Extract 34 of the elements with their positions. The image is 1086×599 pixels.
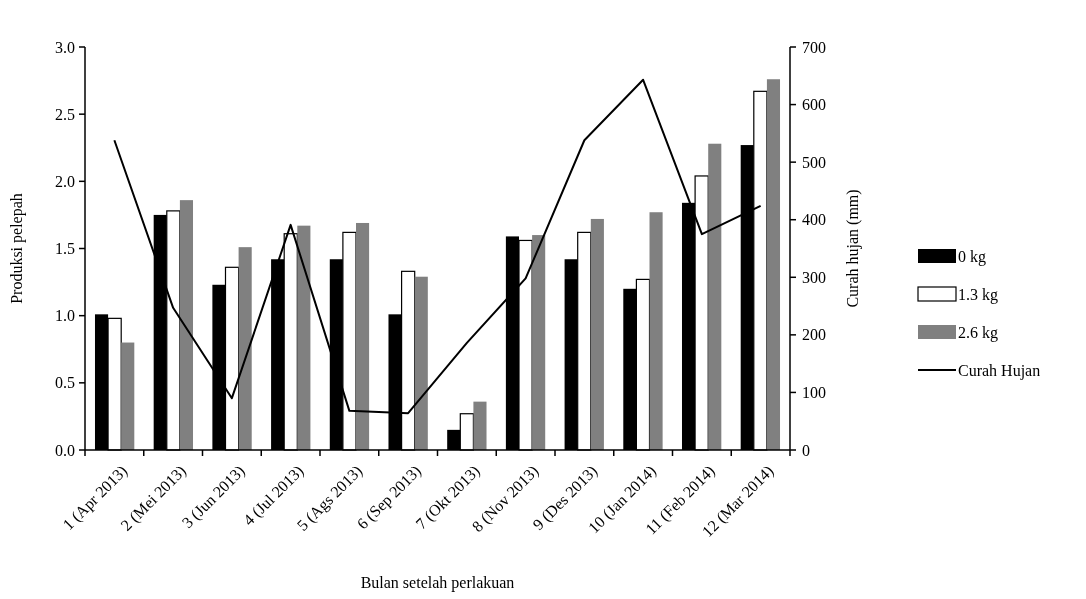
y2-tick-label: 600: [802, 96, 826, 114]
bar: [708, 143, 722, 450]
y2-tick-label: 500: [802, 153, 826, 171]
y-tick-label: 2.5: [55, 105, 75, 123]
y2-axis-title: Curah hujan (mm): [844, 189, 862, 308]
bar: [590, 218, 604, 450]
bar: [121, 342, 135, 450]
y-tick-label: 1.0: [55, 307, 75, 325]
legend-label: 2.6 kg: [958, 323, 998, 342]
bar: [356, 222, 370, 450]
bar: [473, 401, 487, 450]
y2-tick-label: 0: [802, 441, 810, 459]
bar: [766, 79, 781, 450]
bar: [297, 225, 311, 450]
y-tick-label: 0.0: [55, 441, 75, 459]
y-tick-label: 1.5: [55, 240, 75, 258]
bar: [179, 200, 194, 450]
bar: [649, 212, 663, 450]
bar: [532, 235, 546, 450]
y-tick-label: 2.0: [55, 172, 75, 190]
legend-label: 0 kg: [958, 247, 986, 266]
y2-tick-label: 700: [802, 38, 826, 56]
y-tick-label: 0.5: [55, 374, 75, 392]
legend-label: 1.3 kg: [958, 285, 998, 304]
y2-tick-label: 200: [802, 326, 826, 344]
y2-tick-label: 100: [802, 384, 826, 402]
bar: [238, 247, 252, 450]
x-axis-title: Bulan setelah perlakuan: [360, 574, 515, 592]
y-tick-label: 3.0: [55, 38, 75, 56]
y2-tick-label: 400: [802, 211, 826, 229]
y-axis-title: Produksi pelepah: [8, 193, 26, 304]
bar: [414, 276, 428, 450]
legend-label: Curah Hujan: [958, 361, 1041, 380]
y2-tick-label: 300: [802, 268, 826, 286]
